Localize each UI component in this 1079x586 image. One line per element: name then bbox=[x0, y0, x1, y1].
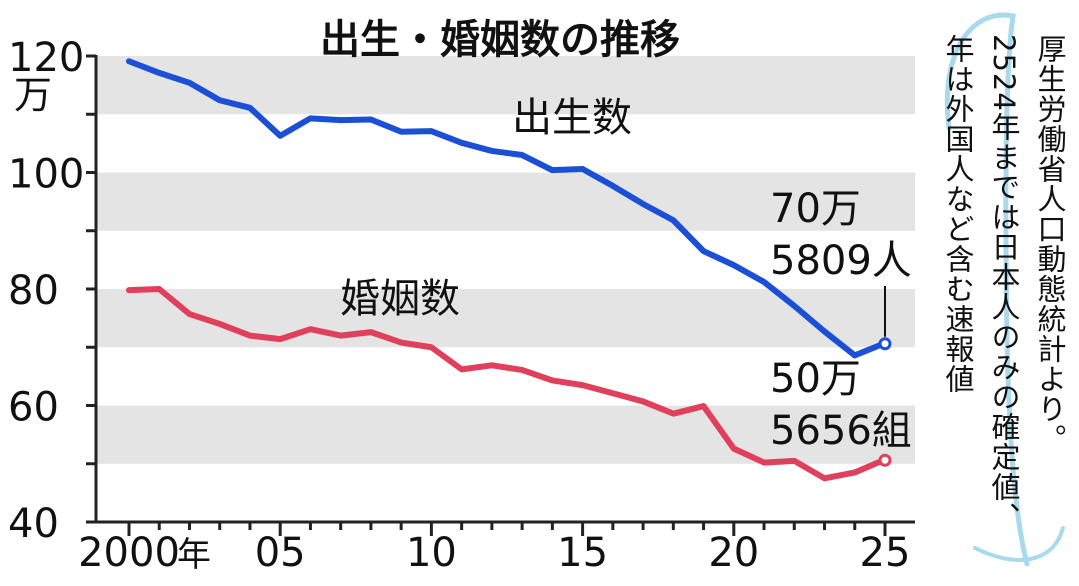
births-end-label-line-2: 5809人 bbox=[770, 238, 912, 284]
highlight-scribble bbox=[944, 12, 1065, 567]
y-tick-label: 80 bbox=[8, 268, 59, 314]
series-end-point bbox=[878, 337, 892, 351]
note-line-3: 年は外国人など含む速報値 bbox=[941, 34, 975, 394]
note-line-1: 厚生労働省人口動態統計より。 bbox=[1033, 34, 1067, 454]
series-end-point bbox=[878, 453, 892, 467]
marriages-end-label-line-2: 5656組 bbox=[770, 408, 912, 454]
x-suffix-label: 年 bbox=[177, 535, 211, 575]
y-tick-label: 60 bbox=[8, 385, 59, 431]
births-end-label-line-1: 70万 bbox=[770, 186, 861, 232]
x-tick-label: 10 bbox=[406, 530, 457, 576]
series-line-final-segment bbox=[851, 458, 884, 476]
grid-band bbox=[96, 405, 915, 464]
x-tick-label: 20 bbox=[708, 530, 759, 576]
series-label-marriages: 婚姻数 bbox=[340, 276, 460, 322]
y-tick-label: 40 bbox=[8, 501, 59, 547]
y-tick-label: 100 bbox=[8, 152, 84, 198]
y-unit-label: 万 bbox=[14, 73, 52, 117]
source-note: 厚生労働省人口動態統計より。 2524年までは日本人のみの確定値、 年は外国人な… bbox=[935, 8, 1073, 580]
series-label-births: 出生数 bbox=[512, 95, 632, 141]
series-line-final-segment bbox=[851, 341, 884, 359]
grid-band bbox=[96, 289, 915, 348]
y-tick-label: 120 bbox=[8, 35, 84, 81]
note-line-2: 2524年までは日本人のみの確定値、 bbox=[987, 34, 1021, 532]
x-tick-label: 25 bbox=[860, 530, 911, 576]
chart-title: 出生・婚姻数の推移 bbox=[320, 17, 680, 63]
marriages-end-label-line-1: 50万 bbox=[770, 356, 861, 402]
grid-band bbox=[96, 56, 915, 115]
grid-band bbox=[96, 172, 915, 231]
series-line-1 bbox=[126, 58, 858, 359]
x-tick-label: 05 bbox=[255, 530, 306, 576]
series-line-2 bbox=[126, 286, 858, 482]
x-tick-label: 2000 bbox=[78, 530, 180, 576]
x-tick-label: 15 bbox=[557, 530, 608, 576]
note-text: 厚生労働省人口動態統計より。 2524年までは日本人のみの確定値、 年は外国人な… bbox=[935, 34, 1073, 554]
series-lines bbox=[126, 58, 892, 482]
